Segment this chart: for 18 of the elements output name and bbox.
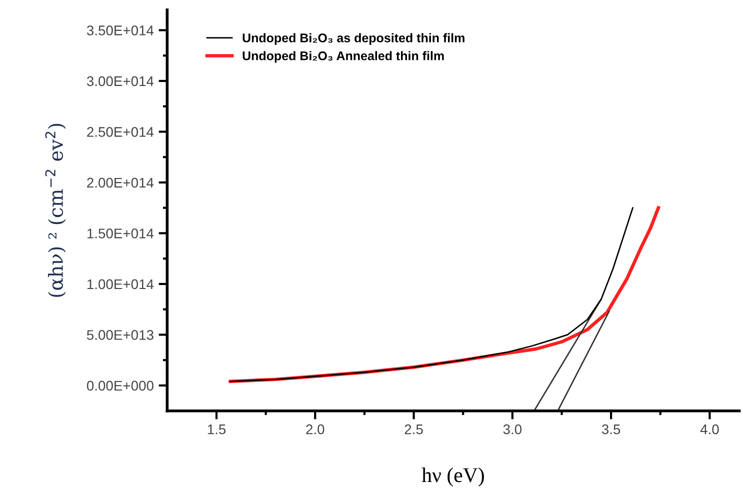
x-tick-label: 3.0 [503,424,522,434]
x-axis-title: hν (eV) [422,468,484,486]
y-tick-label: 1.50E+014 [87,228,154,238]
legend-label: Undoped Bi₂O₃ as deposited thin film [242,33,464,45]
y-tick-label: 1.00E+014 [87,279,154,290]
x-tick-label: 4.0 [700,424,719,434]
x-tick-label: 2.0 [306,424,324,434]
x-tick-label: 2.5 [404,424,423,434]
y-tick-label: 0.00E+000 [86,380,154,391]
y-tick-label: 2.00E+014 [87,178,154,188]
y-tick-label: 3.00E+014 [86,76,154,86]
x-tick-label: 1.5 [208,424,226,434]
y-tick-label: 2.50E+014 [87,127,154,137]
y-axis-title: (αhν) ² (cm$^{−2}$ ev$^{2}$) [45,124,66,297]
y-tick-label: 5.00E+013 [86,330,154,340]
y-tick-label: 3.50E+014 [86,26,154,36]
legend-label: Undoped Bi₂O₃ Annealed thin film [242,51,444,63]
x-tick-label: 3.5 [602,424,620,434]
